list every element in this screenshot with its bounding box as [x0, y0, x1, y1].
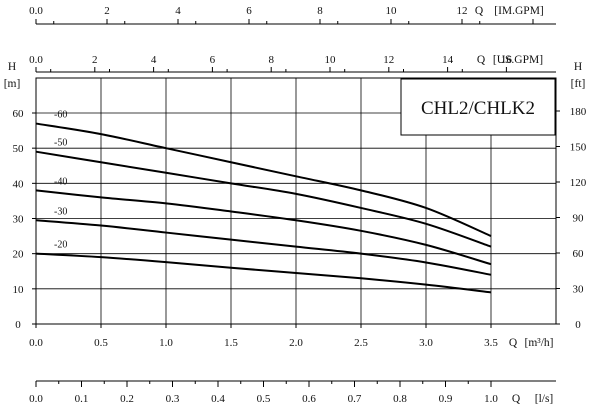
tick-label: 4 [151, 54, 157, 66]
curve-label: -50 [54, 138, 67, 149]
tick-label: 0.2 [120, 393, 134, 405]
tick-label: 0 [575, 319, 581, 331]
tick-label: 6 [210, 54, 216, 66]
model-name: CHL2/CHLK2 [421, 98, 535, 119]
tick-label: 20 [13, 249, 25, 261]
tick-label: 0.9 [439, 393, 453, 405]
tick-label: 8 [268, 54, 274, 66]
tick-label: 4 [175, 5, 181, 17]
tick-label: 2.5 [354, 337, 368, 349]
tick-label: 30 [573, 284, 585, 296]
tick-label: 2 [104, 5, 110, 17]
tick-label: 0.5 [257, 393, 271, 405]
tick-label: 0 [15, 319, 21, 331]
tick-label: 1.5 [224, 337, 238, 349]
tick-label: 0.7 [348, 393, 362, 405]
head-ft-axis: 0 30 60 90 120 150 180 H [ft] [556, 61, 587, 331]
tick-label: 0.0 [29, 54, 43, 66]
flow-ls-axis: 0.0 0.1 0.2 0.3 0.4 0.5 0.6 0.7 0.8 0.9 1.0 Q [l/s] [29, 380, 556, 405]
tick-label: 3.0 [419, 337, 433, 349]
tick-label: 0.4 [211, 393, 225, 405]
tick-label: 60 [13, 108, 25, 120]
curve-label: -40 [54, 176, 67, 187]
curve-model-40 [35, 189, 492, 266]
tick-label: 30 [13, 214, 25, 226]
axis-unit: [IM.GPM] [494, 5, 544, 17]
tick-label: 10 [325, 54, 337, 66]
usgpm-axis: 0.0 2 4 6 8 10 12 14 16 Q [US.GPM] [29, 54, 556, 73]
tick-label: 0.1 [75, 393, 89, 405]
axis-label: H [574, 61, 582, 73]
tick-label: 10 [386, 5, 398, 17]
tick-label: 2 [92, 54, 98, 66]
tick-label: 10 [13, 284, 25, 296]
axis-label: Q [477, 54, 486, 66]
tick-label: 90 [573, 213, 585, 225]
axis-label: Q [475, 5, 484, 17]
tick-label: 2.0 [289, 337, 303, 349]
axis-unit: [m] [4, 78, 21, 90]
tick-label: 120 [570, 177, 587, 189]
imgpm-axis: 0.0 2 4 6 8 10 12 Q [IM.GPM] [29, 5, 556, 25]
head-m-axis: 0 10 20 30 40 50 60 H [m] [4, 61, 36, 331]
curves: -20 -30 -40 -50 -60 [35, 110, 492, 294]
curve-label: -20 [54, 240, 67, 251]
tick-label: 1.0 [159, 337, 173, 349]
tick-label: 16 [501, 54, 513, 66]
axis-label: Q [509, 337, 518, 349]
tick-label: 60 [573, 248, 585, 260]
tick-label: 12 [457, 5, 468, 17]
curve-model-20 [35, 252, 492, 294]
tick-label: 0.3 [166, 393, 180, 405]
axis-label: Q [512, 393, 521, 405]
curve-model-60 [35, 122, 492, 238]
flow-m3h-axis: 0.0 0.5 1.0 1.5 2.0 2.5 3.0 3.5 Q [m³/h] [29, 324, 554, 349]
tick-label: 8 [317, 5, 323, 17]
model-box-border [400, 78, 556, 136]
tick-label: 0.0 [29, 337, 43, 349]
tick-label: 0.8 [393, 393, 407, 405]
tick-label: 12 [383, 54, 394, 66]
curve-label: -30 [54, 206, 67, 217]
tick-label: 150 [570, 142, 587, 154]
tick-label: 3.5 [484, 337, 498, 349]
tick-label: 50 [13, 143, 25, 155]
tick-label: 0.0 [29, 5, 43, 17]
tick-label: 0.5 [94, 337, 108, 349]
curve-label: -60 [54, 110, 67, 121]
tick-label: 14 [442, 54, 454, 66]
tick-label: 6 [246, 5, 252, 17]
tick-label: 40 [13, 178, 25, 190]
tick-label: 0.0 [29, 393, 43, 405]
tick-label: 1.0 [484, 393, 498, 405]
axis-unit: [l/s] [535, 393, 554, 405]
tick-label: 0.6 [302, 393, 316, 405]
axis-unit: [m³/h] [525, 337, 554, 349]
axis-label: H [8, 61, 16, 73]
axis-unit: [US.GPM] [493, 54, 543, 66]
model-label-box: CHL2/CHLK2 [400, 78, 556, 136]
tick-label: 180 [570, 106, 587, 118]
curve-model-50 [35, 150, 492, 248]
curve-model-30 [35, 219, 492, 276]
axis-unit: [ft] [571, 78, 586, 90]
